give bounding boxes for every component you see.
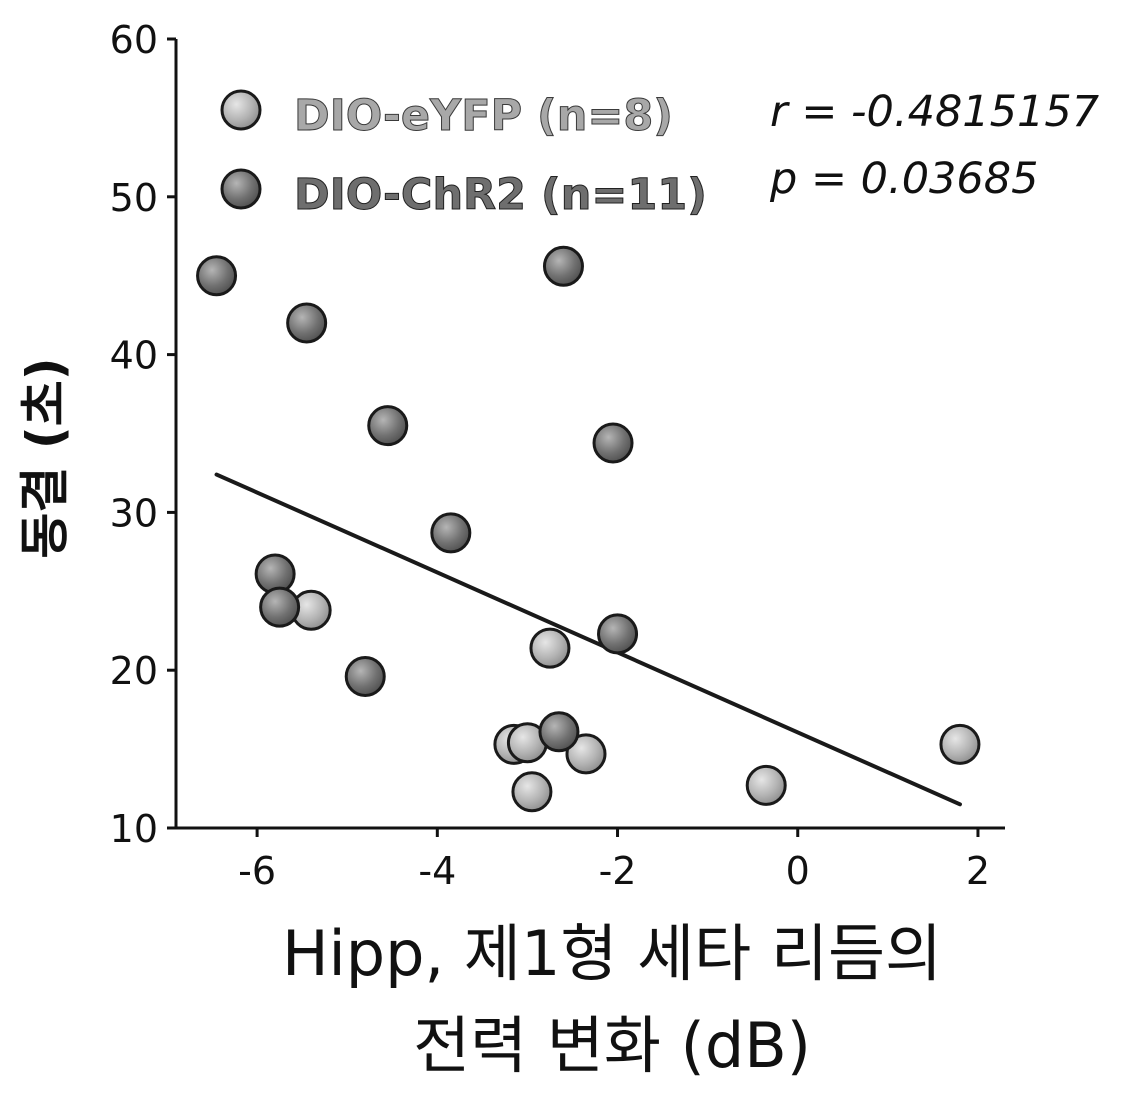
legend-label-eyfp: DIO-eYFP (n=8) xyxy=(294,91,673,141)
y-ticks: 10 20 30 40 50 60 xyxy=(110,18,176,851)
legend-marker-eyfp xyxy=(220,89,262,131)
y-tick-label: 40 xyxy=(110,334,158,378)
legend: DIO-eYFP (n=8) DIO-ChR2 (n=11) xyxy=(220,89,707,221)
chr2-point xyxy=(542,245,584,287)
y-tick-label: 20 xyxy=(110,649,158,693)
eyfp-point xyxy=(565,733,607,775)
y-tick-label: 30 xyxy=(110,491,158,535)
legend-label-chr2: DIO-ChR2 (n=11) xyxy=(294,170,707,220)
statistics: r = -0.4815157 p = 0.03685 xyxy=(769,87,1099,204)
chr2-point xyxy=(597,613,639,655)
y-tick-label: 10 xyxy=(110,807,158,851)
x-axis-label-line1: Hipp, 제1형 세타 리듬의 xyxy=(282,917,942,990)
y-axis-label: 동결 (초) xyxy=(16,357,74,558)
x-axis-label-line2: 전력 변화 (dB) xyxy=(413,1009,811,1082)
legend-item-eyfp: DIO-eYFP (n=8) xyxy=(220,89,673,142)
x-tick-label: -4 xyxy=(418,849,456,893)
chr2-point xyxy=(344,656,386,698)
eyfp-point xyxy=(745,764,787,806)
data-points xyxy=(196,245,981,813)
chr2-point xyxy=(367,405,409,447)
y-tick-label: 50 xyxy=(110,176,158,220)
correlation-r-text: r = -0.4815157 xyxy=(770,87,1099,137)
chr2-point xyxy=(430,512,472,554)
x-tick-label: 2 xyxy=(966,849,990,893)
legend-marker-chr2 xyxy=(220,168,262,210)
regression-line xyxy=(214,472,962,807)
eyfp-point xyxy=(939,723,981,765)
x-tick-label: -2 xyxy=(599,849,637,893)
eyfp-point xyxy=(529,627,571,669)
legend-item-chr2: DIO-ChR2 (n=11) xyxy=(220,168,707,221)
y-tick-label: 60 xyxy=(110,18,158,62)
x-ticks: -6 -4 -2 0 2 xyxy=(238,828,990,893)
p-value-text: p = 0.03685 xyxy=(769,154,1038,204)
x-tick-label: -6 xyxy=(238,849,276,893)
chr2-point xyxy=(538,711,580,753)
chr2-point xyxy=(196,255,238,297)
chr2-point xyxy=(592,422,634,464)
chr2-point xyxy=(259,586,301,628)
axes: 10 20 30 40 50 60 -6 -4 -2 0 2 xyxy=(110,18,1005,893)
eyfp-point xyxy=(511,771,553,813)
chr2-point xyxy=(286,302,328,344)
x-tick-label: 0 xyxy=(786,849,810,893)
